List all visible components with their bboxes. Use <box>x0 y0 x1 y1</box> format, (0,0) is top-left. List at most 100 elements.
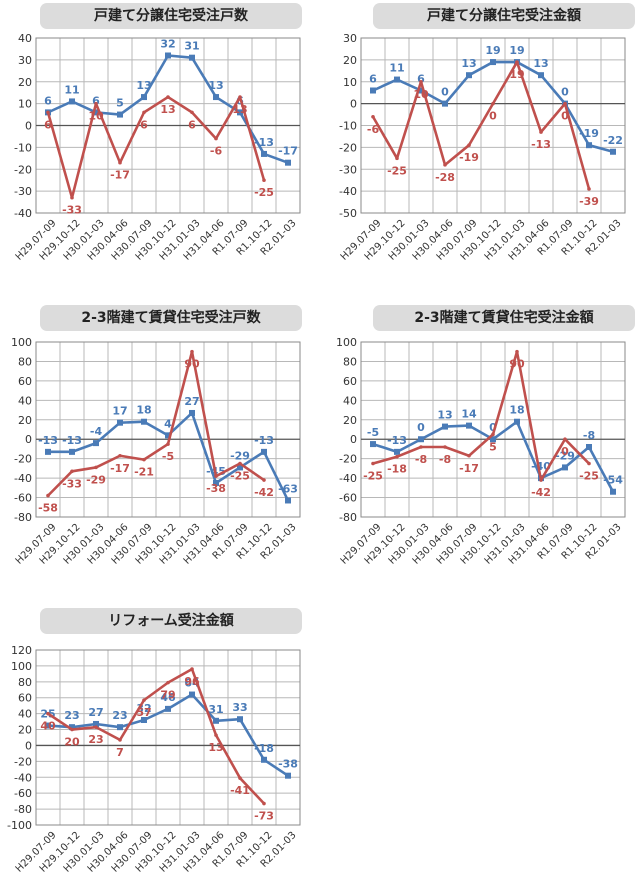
data-point <box>467 143 471 147</box>
data-label: -58 <box>38 502 58 515</box>
y-tick-label: 10 <box>343 76 357 89</box>
y-tick-label: 30 <box>18 54 32 67</box>
data-point <box>69 98 75 105</box>
data-point <box>539 130 543 134</box>
y-tick-label: 20 <box>343 54 357 67</box>
plot-frame <box>35 341 301 518</box>
data-point <box>586 142 592 149</box>
data-point <box>285 772 291 779</box>
data-label: -29 <box>555 449 575 462</box>
data-label: 0 <box>441 86 449 99</box>
data-label: 40 <box>40 720 56 733</box>
chart-title: 戸建て分譲住宅受注金額 <box>373 3 635 29</box>
data-point <box>395 156 399 161</box>
data-point <box>213 479 219 486</box>
y-tick-label: -20 <box>339 141 357 154</box>
data-point <box>442 423 448 430</box>
data-point <box>190 667 194 671</box>
data-label: 13 <box>437 409 452 422</box>
data-point <box>238 776 242 780</box>
data-label: 10 <box>413 88 429 101</box>
data-point <box>394 448 400 455</box>
data-point <box>491 101 495 106</box>
data-label: -42 <box>254 486 274 499</box>
data-point <box>118 738 122 742</box>
y-tick-label: 100 <box>11 660 32 673</box>
data-point <box>117 111 123 118</box>
data-point <box>46 711 50 716</box>
data-point <box>587 187 591 191</box>
y-tick-label: -50 <box>339 207 357 220</box>
data-label: 6 <box>417 73 425 86</box>
y-tick-label: 80 <box>18 355 32 368</box>
data-point <box>261 448 267 455</box>
data-point <box>395 454 399 459</box>
data-label: -13 <box>38 434 58 447</box>
series-line-red <box>46 95 266 199</box>
data-label: -25 <box>363 470 383 483</box>
y-tick-label: 0 <box>350 433 357 446</box>
y-tick-label: 100 <box>336 336 357 349</box>
data-label: -25 <box>579 470 599 483</box>
data-point <box>94 725 98 729</box>
y-tick-label: 0 <box>350 98 357 111</box>
data-label: -8 <box>439 453 451 466</box>
data-point <box>371 461 375 466</box>
data-point <box>262 178 266 182</box>
data-label: 0 <box>489 110 497 123</box>
data-label: 19 <box>509 68 524 81</box>
y-tick-label: -10 <box>339 120 357 133</box>
data-point <box>261 756 267 763</box>
chart-title: 2-3階建て賃貸住宅受注戸数 <box>40 305 302 331</box>
y-tick-label: -30 <box>14 185 32 198</box>
data-label: 90 <box>509 358 525 371</box>
y-tick-label: -60 <box>14 787 32 800</box>
data-point <box>562 464 568 471</box>
data-label: -17 <box>278 145 298 158</box>
data-label: -4 <box>90 425 103 438</box>
data-label: 20 <box>64 736 80 749</box>
data-point <box>563 437 567 442</box>
data-label: 10 <box>88 110 104 123</box>
y-tick-label: 40 <box>18 32 32 45</box>
data-label: 18 <box>509 404 524 417</box>
data-point <box>70 195 74 200</box>
data-point <box>563 101 567 106</box>
y-tick-label: 0 <box>25 120 32 133</box>
data-label: 19 <box>485 44 500 57</box>
data-label: -17 <box>110 462 130 475</box>
data-point <box>69 724 75 731</box>
data-point <box>94 101 98 106</box>
data-point <box>490 59 496 66</box>
data-point <box>46 110 50 115</box>
y-tick-label: -30 <box>339 163 357 176</box>
series-line-red <box>372 350 590 482</box>
data-point <box>94 465 98 470</box>
data-label: 57 <box>136 706 151 719</box>
data-label: 0 <box>489 421 497 434</box>
y-tick-label: -60 <box>339 492 357 505</box>
data-point <box>118 160 122 165</box>
data-point <box>142 110 146 115</box>
data-point <box>418 87 424 94</box>
data-point <box>467 453 471 458</box>
data-label: -19 <box>459 151 479 164</box>
data-label: 13 <box>160 103 175 116</box>
data-label: 13 <box>461 57 476 70</box>
data-label: 13 <box>208 741 223 754</box>
data-point <box>237 716 243 723</box>
data-label: 31 <box>208 703 223 716</box>
data-point <box>442 100 448 107</box>
data-label: 27 <box>184 395 199 408</box>
y-tick-label: -100 <box>7 819 32 832</box>
data-label: 13 <box>208 79 223 92</box>
data-label: 6 <box>44 118 52 131</box>
y-tick-label: -40 <box>339 472 357 485</box>
data-point <box>189 691 195 698</box>
data-point <box>45 448 51 455</box>
data-point <box>117 724 123 731</box>
y-tick-label: -80 <box>14 803 32 816</box>
data-label: -13 <box>387 434 407 447</box>
data-point <box>166 95 170 99</box>
data-label: 5 <box>489 440 497 453</box>
